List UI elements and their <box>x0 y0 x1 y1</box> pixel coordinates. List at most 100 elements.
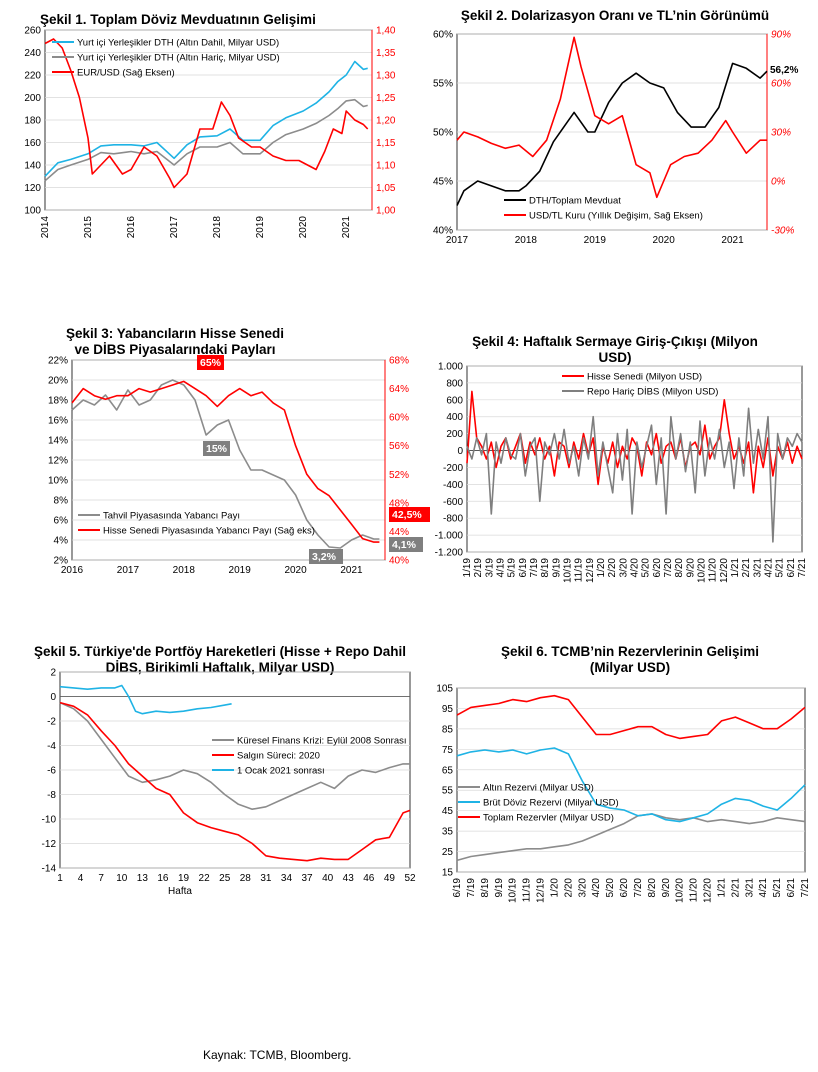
chart-panel-4: Şekil 4: Haftalık Sermaye Giriş-Çıkışı (… <box>412 330 818 600</box>
x-tick-label: 7/21 <box>800 878 811 898</box>
y-tick-label: -200 <box>443 463 463 474</box>
data-label-box <box>203 441 230 456</box>
x-tick-label: 2018 <box>173 565 196 576</box>
legend-label: Tahvil Piyasasında Yabancı Payı <box>103 511 240 522</box>
y-tick-label: 800 <box>446 378 463 389</box>
x-tick-label: 16 <box>157 873 169 884</box>
x-tick-label: 4/20 <box>591 878 602 898</box>
series-line-1 <box>71 379 380 549</box>
x-tick-label: 3/20 <box>618 558 629 578</box>
x-tick-label: 5/21 <box>775 558 786 578</box>
y-tick-label: 10% <box>48 476 68 487</box>
y2-tick-label: 1,05 <box>376 183 396 194</box>
legend-label: EUR/USD (Sağ Eksen) <box>77 68 175 79</box>
y-tick-label: -6 <box>47 766 56 777</box>
legend-label: Brüt Döviz Rezervi (Milyar USD) <box>483 798 619 809</box>
chart-2: 60% 55% 50% 45% 40% 90% 60% 30% 0% -30% 2017 2018 20… <box>433 30 798 247</box>
y-tick-label: -4 <box>47 741 56 752</box>
x-tick-label: 12/19 <box>536 878 547 903</box>
x-tick-label: 4/21 <box>764 558 775 578</box>
y-tick-label: 50% <box>433 128 453 139</box>
x-tick-label: 6/19 <box>452 878 463 898</box>
y-tick-label: 200 <box>24 93 41 104</box>
x-tick-label: 2018 <box>212 216 223 239</box>
y-tick-label: 600 <box>446 395 463 406</box>
x-tick-label: 11/19 <box>522 878 533 903</box>
y-tick-label: 140 <box>24 161 41 172</box>
x-tick-label: 1 <box>57 873 63 884</box>
x-tick-label: 7/21 <box>797 558 808 578</box>
chart-panel-2: Şekil 2. Dolarizasyon Oranı ve TL’nin Gö… <box>412 8 818 258</box>
x-tick-label: 2021 <box>340 565 363 576</box>
x-tick-label: 4/19 <box>496 558 507 578</box>
y-tick-label: 260 <box>24 26 41 37</box>
x-tick-label: 12/20 <box>703 878 714 903</box>
y-tick-label: 95 <box>442 704 454 715</box>
y-tick-label: 4% <box>54 536 69 547</box>
x-tick-label: 10 <box>116 873 128 884</box>
x-tick-label: 13 <box>137 873 149 884</box>
series-line-1 <box>44 60 368 177</box>
chart-panel-6: Şekil 6. TCMB’nin Rezervlerinin Gelişimi… <box>412 640 818 910</box>
chart-panel-5: Şekil 5. Türkiye'de Portföy Hareketleri … <box>0 640 420 910</box>
legend-label: Yurt içi Yerleşikler DTH (Altın Hariç, M… <box>77 53 280 64</box>
x-tick-label: 3/21 <box>744 878 755 898</box>
x-tick-label: 2/21 <box>730 878 741 898</box>
y-tick-label: 2% <box>54 556 69 567</box>
chart-title: Şekil 2. Dolarizasyon Oranı ve TL’nin Gö… <box>460 8 770 23</box>
y2-tick-label: 1,10 <box>376 161 396 172</box>
y-tick-label: 6% <box>54 516 69 527</box>
x-tick-label: 2017 <box>117 565 140 576</box>
x-tick-label: 7/19 <box>529 558 540 578</box>
y-tick-label: -10 <box>42 815 57 826</box>
y-tick-label: -600 <box>443 497 463 508</box>
y-tick-label: 25 <box>442 847 454 858</box>
x-tick-label: 49 <box>384 873 396 884</box>
legend-label: Hisse Senedi Piyasasında Yabancı Payı (S… <box>103 526 315 537</box>
y2-tick-label: 1,25 <box>376 93 396 104</box>
x-tick-label: 2014 <box>40 216 51 239</box>
y-tick-label: 0 <box>457 446 463 457</box>
x-tick-label: 11/20 <box>708 558 719 583</box>
x-tick-label: 4/20 <box>630 558 641 578</box>
legend-label: Repo Hariç DİBS (Milyon USD) <box>587 387 718 398</box>
chart-title: Şekil 1. Toplam Döviz Mevduatının Gelişi… <box>40 12 316 27</box>
x-tick-label: 5/20 <box>641 558 652 578</box>
x-tick-label: 10/19 <box>563 558 574 583</box>
x-tick-label: 3/21 <box>752 558 763 578</box>
legend-label: Toplam Rezervler (Milyar USD) <box>483 813 614 824</box>
y-tick-label: 105 <box>436 684 453 695</box>
x-tick-label: 7 <box>98 873 104 884</box>
y-tick-label: 35 <box>442 827 454 838</box>
x-tick-label: 43 <box>343 873 355 884</box>
data-label: 42,5% <box>392 509 422 521</box>
x-tick-label: 2016 <box>61 565 84 576</box>
x-tick-label: 1/20 <box>596 558 607 578</box>
x-tick-label: 2019 <box>255 216 266 239</box>
x-tick-label: 5/20 <box>605 878 616 898</box>
x-tick-label: 37 <box>301 873 313 884</box>
y-tick-label: -14 <box>42 864 57 875</box>
x-tick-label: 2/20 <box>563 878 574 898</box>
y-tick-label: 1.000 <box>438 362 463 373</box>
legend-label: Küresel Finans Krizi: Eylül 2008 Sonrası <box>237 736 407 747</box>
x-tick-label: 2018 <box>515 235 538 246</box>
legend-label: 1 Ocak 2021 sonrası <box>237 766 325 777</box>
x-tick-label: 2020 <box>653 235 676 246</box>
y-tick-label: 16% <box>48 416 68 427</box>
x-tick-label: 28 <box>240 873 252 884</box>
series-line-1 <box>456 62 768 206</box>
legend-label: USD/TL Kuru (Yıllık Değişim, Sağ Eksen) <box>529 211 703 222</box>
data-label: 4,1% <box>392 539 417 551</box>
x-tick-label: 7/19 <box>466 878 477 898</box>
series-line-2 <box>59 701 411 862</box>
chart-title: Şekil 6. TCMB’nin Rezervlerinin Gelişimi… <box>500 644 760 675</box>
x-tick-label: 4 <box>78 873 84 884</box>
y2-tick-label: 1,15 <box>376 138 396 149</box>
x-tick-label: 2020 <box>284 565 307 576</box>
x-tick-label: 5/21 <box>772 878 783 898</box>
x-tick-label: 2019 <box>229 565 252 576</box>
y-tick-label: 14% <box>48 436 68 447</box>
x-tick-label: 6/21 <box>786 558 797 578</box>
x-tick-label: 12/20 <box>719 558 730 583</box>
